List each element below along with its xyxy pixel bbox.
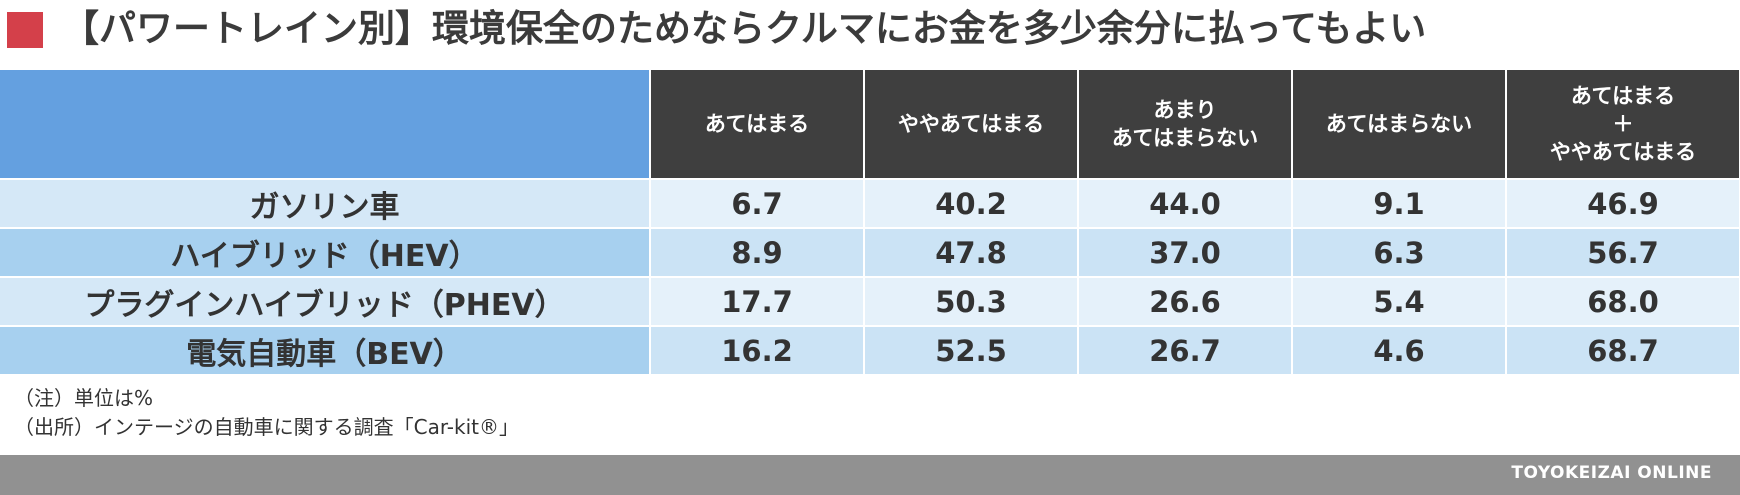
column-header: あてはまる ＋ ややあてはまる: [1506, 70, 1740, 180]
value-cell: 5.4: [1292, 277, 1507, 327]
row-label: ガソリン車: [0, 179, 651, 229]
value-cell: 52.5: [864, 326, 1079, 376]
column-header-label: あてはまる: [704, 112, 810, 136]
column-header: あてはまらない: [1292, 70, 1507, 180]
value-cell: 26.7: [1078, 326, 1293, 376]
value-cell: 47.8: [864, 228, 1079, 278]
value-cell: 46.9: [1506, 179, 1740, 229]
column-header: ややあてはまる: [864, 70, 1079, 180]
value-cell: 40.2: [864, 179, 1079, 229]
title-marker-square: [7, 12, 43, 48]
note-unit: （注）単位は%: [14, 386, 154, 410]
table-corner-cell: [0, 70, 651, 180]
table-body: ガソリン車 6.7 40.2 44.0 9.1 46.9 ハイブリッド（HEV） 8.9 47.…: [0, 179, 1740, 376]
column-header-label: ややあてはまる: [1549, 140, 1697, 164]
value-cell: 37.0: [1078, 228, 1293, 278]
column-header-label: ＋: [1612, 112, 1634, 136]
column-header-label: あまり: [1153, 98, 1217, 122]
value-cell: 56.7: [1506, 228, 1740, 278]
value-cell: 4.6: [1292, 326, 1507, 376]
value-cell: 26.6: [1078, 277, 1293, 327]
footer-bar: TOYOKEIZAI ONLINE: [0, 455, 1740, 495]
column-header: あまりあてはまらない: [1078, 70, 1293, 180]
column-header-label: ややあてはまる: [897, 112, 1045, 136]
value-cell: 50.3: [864, 277, 1079, 327]
value-cell: 6.3: [1292, 228, 1507, 278]
table-row: ハイブリッド（HEV） 8.9 47.8 37.0 6.3 56.7: [0, 228, 1740, 278]
column-header-label: あてはまる: [1570, 84, 1676, 108]
row-label: プラグインハイブリッド（PHEV）: [0, 277, 651, 327]
value-cell: 68.7: [1506, 326, 1740, 376]
value-cell: 44.0: [1078, 179, 1293, 229]
row-label: ハイブリッド（HEV）: [0, 228, 651, 278]
row-label: 電気自動車（BEV）: [0, 326, 651, 376]
table-row: 電気自動車（BEV） 16.2 52.5 26.7 4.6 68.7: [0, 326, 1740, 376]
page-title: 【パワートレイン別】環境保全のためならクルマにお金を多少余分に払ってもよい: [62, 7, 1427, 50]
table-header-row: あてはまる ややあてはまる あまりあてはまらない あてはまらない あてはまる ＋ や…: [0, 70, 1740, 180]
value-cell: 68.0: [1506, 277, 1740, 327]
value-cell: 9.1: [1292, 179, 1507, 229]
value-cell: 16.2: [650, 326, 865, 376]
table-row: プラグインハイブリッド（PHEV） 17.7 50.3 26.6 5.4 68.0: [0, 277, 1740, 327]
value-cell: 8.9: [650, 228, 865, 278]
data-table: あてはまる ややあてはまる あまりあてはまらない あてはまらない あてはまる ＋ や…: [0, 70, 1740, 376]
title-bar: 【パワートレイン別】環境保全のためならクルマにお金を多少余分に払ってもよい: [0, 0, 1740, 62]
value-cell: 6.7: [650, 179, 865, 229]
footer-brand: TOYOKEIZAI ONLINE: [1511, 463, 1712, 483]
column-header-label: あてはまらない: [1325, 112, 1473, 136]
notes: （注）単位は% （出所）インテージの自動車に関する調査「Car-kit®」: [14, 384, 519, 442]
column-header: あてはまる: [650, 70, 865, 180]
value-cell: 17.7: [650, 277, 865, 327]
column-header-label: あてはまらない: [1111, 126, 1259, 150]
note-source: （出所）インテージの自動車に関する調査「Car-kit®」: [14, 415, 519, 439]
table-row: ガソリン車 6.7 40.2 44.0 9.1 46.9: [0, 179, 1740, 229]
